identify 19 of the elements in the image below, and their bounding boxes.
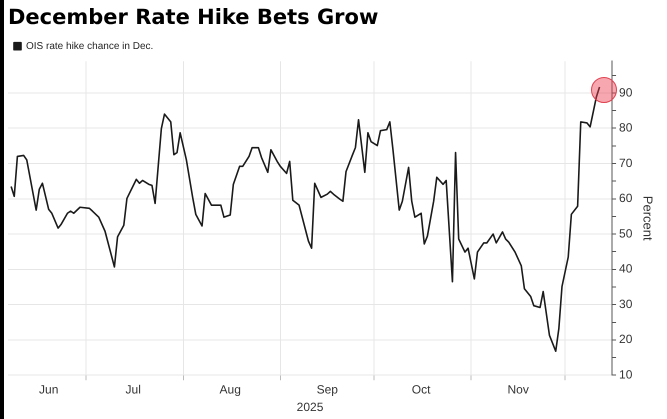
y-tick-label: 80 — [619, 120, 633, 135]
y-tick-label: 60 — [619, 191, 633, 206]
y-tick-label: 30 — [619, 296, 633, 311]
x-axis-title: 2025 — [296, 400, 324, 414]
y-tick-label: 10 — [619, 368, 633, 382]
y-tick-label: 90 — [619, 85, 633, 100]
x-tick-label: Jul — [126, 382, 141, 397]
x-tick-label: Nov — [507, 382, 529, 397]
y-axis-title: Percent — [640, 196, 656, 241]
y-tick-label: 70 — [619, 156, 633, 170]
x-tick-label: Jun — [39, 382, 58, 397]
x-tick-label: Oct — [412, 382, 432, 397]
x-tick-label: Aug — [220, 382, 241, 397]
x-tick-label: Sep — [316, 382, 338, 397]
chart-title: December Rate Hike Bets Grow — [8, 5, 378, 30]
y-tick-label: 50 — [619, 226, 633, 240]
y-tick-label: 20 — [619, 332, 633, 346]
y-tick-label: 40 — [619, 262, 633, 276]
legend-label: OIS rate hike chance in Dec. — [26, 40, 154, 52]
